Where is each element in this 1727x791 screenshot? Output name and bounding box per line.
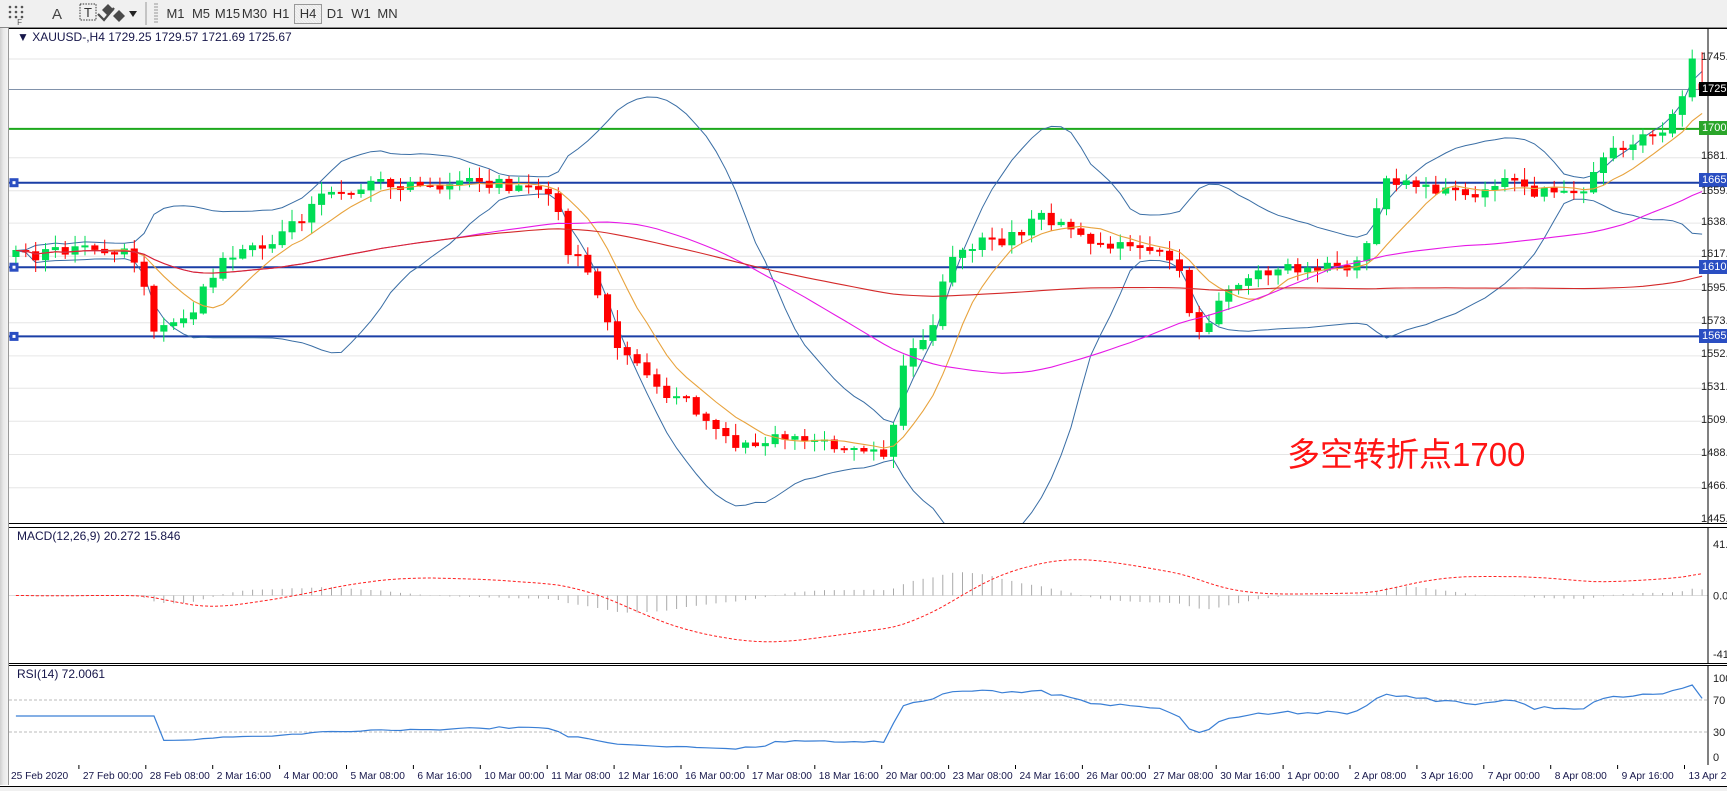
svg-text:27 Mar 08:00: 27 Mar 08:00 xyxy=(1153,771,1213,782)
svg-text:17 Mar 08:00: 17 Mar 08:00 xyxy=(752,771,812,782)
svg-text:T: T xyxy=(84,5,92,20)
svg-text:10 Mar 00:00: 10 Mar 00:00 xyxy=(484,771,544,782)
svg-text:28 Feb 08:00: 28 Feb 08:00 xyxy=(150,771,210,782)
svg-text:13 Apr 20:00: 13 Apr 20:00 xyxy=(1689,771,1727,782)
svg-text:F: F xyxy=(17,18,22,27)
svg-text:A: A xyxy=(52,6,62,23)
svg-text:5 Mar 08:00: 5 Mar 08:00 xyxy=(351,771,406,782)
svg-text:RSI(14) 72.0061: RSI(14) 72.0061 xyxy=(17,667,105,681)
svg-text:2 Apr 08:00: 2 Apr 08:00 xyxy=(1354,771,1406,782)
svg-text:30 Mar 16:00: 30 Mar 16:00 xyxy=(1220,771,1280,782)
svg-text:20 Mar 00:00: 20 Mar 00:00 xyxy=(886,771,946,782)
svg-text:18 Mar 16:00: 18 Mar 16:00 xyxy=(819,771,879,782)
svg-text:70: 70 xyxy=(1713,695,1725,707)
svg-text:41.863: 41.863 xyxy=(1713,539,1727,551)
svg-text:12 Mar 16:00: 12 Mar 16:00 xyxy=(618,771,678,782)
svg-text:-41.863: -41.863 xyxy=(1713,649,1727,661)
svg-text:11 Mar 08:00: 11 Mar 08:00 xyxy=(551,771,611,782)
svg-text:3 Apr 16:00: 3 Apr 16:00 xyxy=(1421,771,1473,782)
svg-text:MACD(12,26,9) 20.272 15.846: MACD(12,26,9) 20.272 15.846 xyxy=(17,529,181,543)
svg-text:8 Apr 08:00: 8 Apr 08:00 xyxy=(1555,771,1607,782)
svg-text:多空转折点1700: 多空转折点1700 xyxy=(1287,436,1525,473)
svg-text:▼ XAUUSD-,H4 1729.25 1729.57: ▼ XAUUSD-,H4 1729.25 1729.57 1721.69 172… xyxy=(17,30,292,44)
svg-text:23 Mar 08:00: 23 Mar 08:00 xyxy=(953,771,1013,782)
svg-text:30: 30 xyxy=(1713,727,1725,739)
svg-text:1 Apr 00:00: 1 Apr 00:00 xyxy=(1287,771,1339,782)
svg-text:2 Mar 16:00: 2 Mar 16:00 xyxy=(217,771,272,782)
svg-text:100: 100 xyxy=(1713,673,1727,685)
svg-text:24 Mar 16:00: 24 Mar 16:00 xyxy=(1020,771,1080,782)
svg-text:16 Mar 00:00: 16 Mar 00:00 xyxy=(685,771,745,782)
svg-text:0.00: 0.00 xyxy=(1713,591,1727,603)
svg-text:26 Mar 00:00: 26 Mar 00:00 xyxy=(1086,771,1146,782)
svg-text:4 Mar 00:00: 4 Mar 00:00 xyxy=(284,771,339,782)
svg-text:25 Feb 2020: 25 Feb 2020 xyxy=(11,771,69,782)
svg-text:9 Apr 16:00: 9 Apr 16:00 xyxy=(1622,771,1674,782)
svg-text:27 Feb 00:00: 27 Feb 00:00 xyxy=(83,771,143,782)
svg-text:6 Mar 16:00: 6 Mar 16:00 xyxy=(417,771,472,782)
svg-text:7 Apr 00:00: 7 Apr 00:00 xyxy=(1488,771,1540,782)
svg-text:0: 0 xyxy=(1713,752,1719,764)
